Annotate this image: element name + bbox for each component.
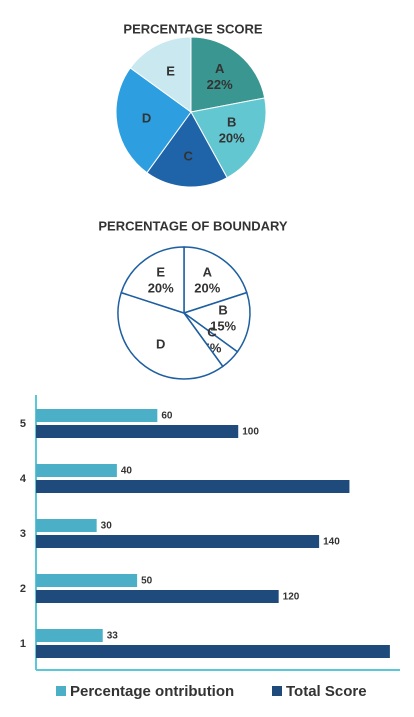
bar bbox=[36, 519, 97, 532]
chart-title: PERCENTAGE SCORE bbox=[123, 21, 262, 36]
legend-swatch bbox=[56, 686, 66, 696]
data-label: 50 bbox=[141, 576, 153, 587]
data-label: 20% bbox=[194, 280, 220, 295]
legend-swatch bbox=[272, 686, 282, 696]
data-label: 100 bbox=[242, 427, 259, 438]
pie-slice bbox=[120, 246, 185, 315]
bar bbox=[36, 425, 239, 438]
data-label: 40 bbox=[121, 466, 133, 477]
pie-slice bbox=[129, 36, 192, 113]
data-label: 22% bbox=[207, 77, 233, 92]
legend-label: Total Score bbox=[286, 683, 367, 700]
data-label: 20% bbox=[148, 280, 174, 295]
slice-label: A bbox=[215, 61, 225, 76]
pie-slice bbox=[182, 291, 251, 353]
data-label: 33 bbox=[107, 631, 119, 642]
data-label: 120 bbox=[283, 592, 300, 603]
y-tick-label: 1 bbox=[20, 638, 26, 650]
bar bbox=[36, 464, 117, 477]
bar bbox=[36, 480, 350, 493]
data-label: 20% bbox=[219, 131, 245, 146]
data-label: 15% bbox=[210, 319, 236, 334]
slice-label: C bbox=[207, 324, 217, 339]
bar bbox=[36, 574, 138, 587]
pie-slice bbox=[190, 97, 267, 179]
slice-label: E bbox=[156, 264, 165, 279]
slice-label: D bbox=[156, 336, 165, 351]
bar bbox=[36, 409, 158, 422]
y-tick-label: 3 bbox=[20, 528, 26, 540]
y-tick-label: 5 bbox=[20, 418, 26, 430]
slice-label: B bbox=[218, 303, 227, 318]
data-label: 30 bbox=[101, 521, 113, 532]
chart-title: PERCENTAGE OF BOUNDARY bbox=[98, 218, 288, 233]
slice-label: D bbox=[142, 110, 151, 125]
bar bbox=[36, 645, 390, 658]
bar bbox=[36, 629, 103, 642]
pie-slice bbox=[183, 246, 248, 315]
pie-slice bbox=[146, 111, 228, 188]
slice-label: B bbox=[227, 115, 236, 130]
pie-slice bbox=[117, 291, 224, 380]
pie-slice bbox=[190, 36, 266, 113]
slice-label: E bbox=[166, 63, 175, 78]
slice-label: A bbox=[203, 264, 213, 279]
bar bbox=[36, 590, 279, 603]
y-tick-label: 2 bbox=[20, 583, 26, 595]
slice-label: C bbox=[183, 148, 193, 163]
bar bbox=[36, 535, 320, 548]
y-tick-label: 4 bbox=[20, 473, 27, 485]
data-label: 140 bbox=[323, 537, 340, 548]
pie-slice bbox=[115, 67, 192, 174]
legend-label: Percentage ontribution bbox=[70, 683, 234, 700]
data-label: 60 bbox=[161, 411, 173, 422]
